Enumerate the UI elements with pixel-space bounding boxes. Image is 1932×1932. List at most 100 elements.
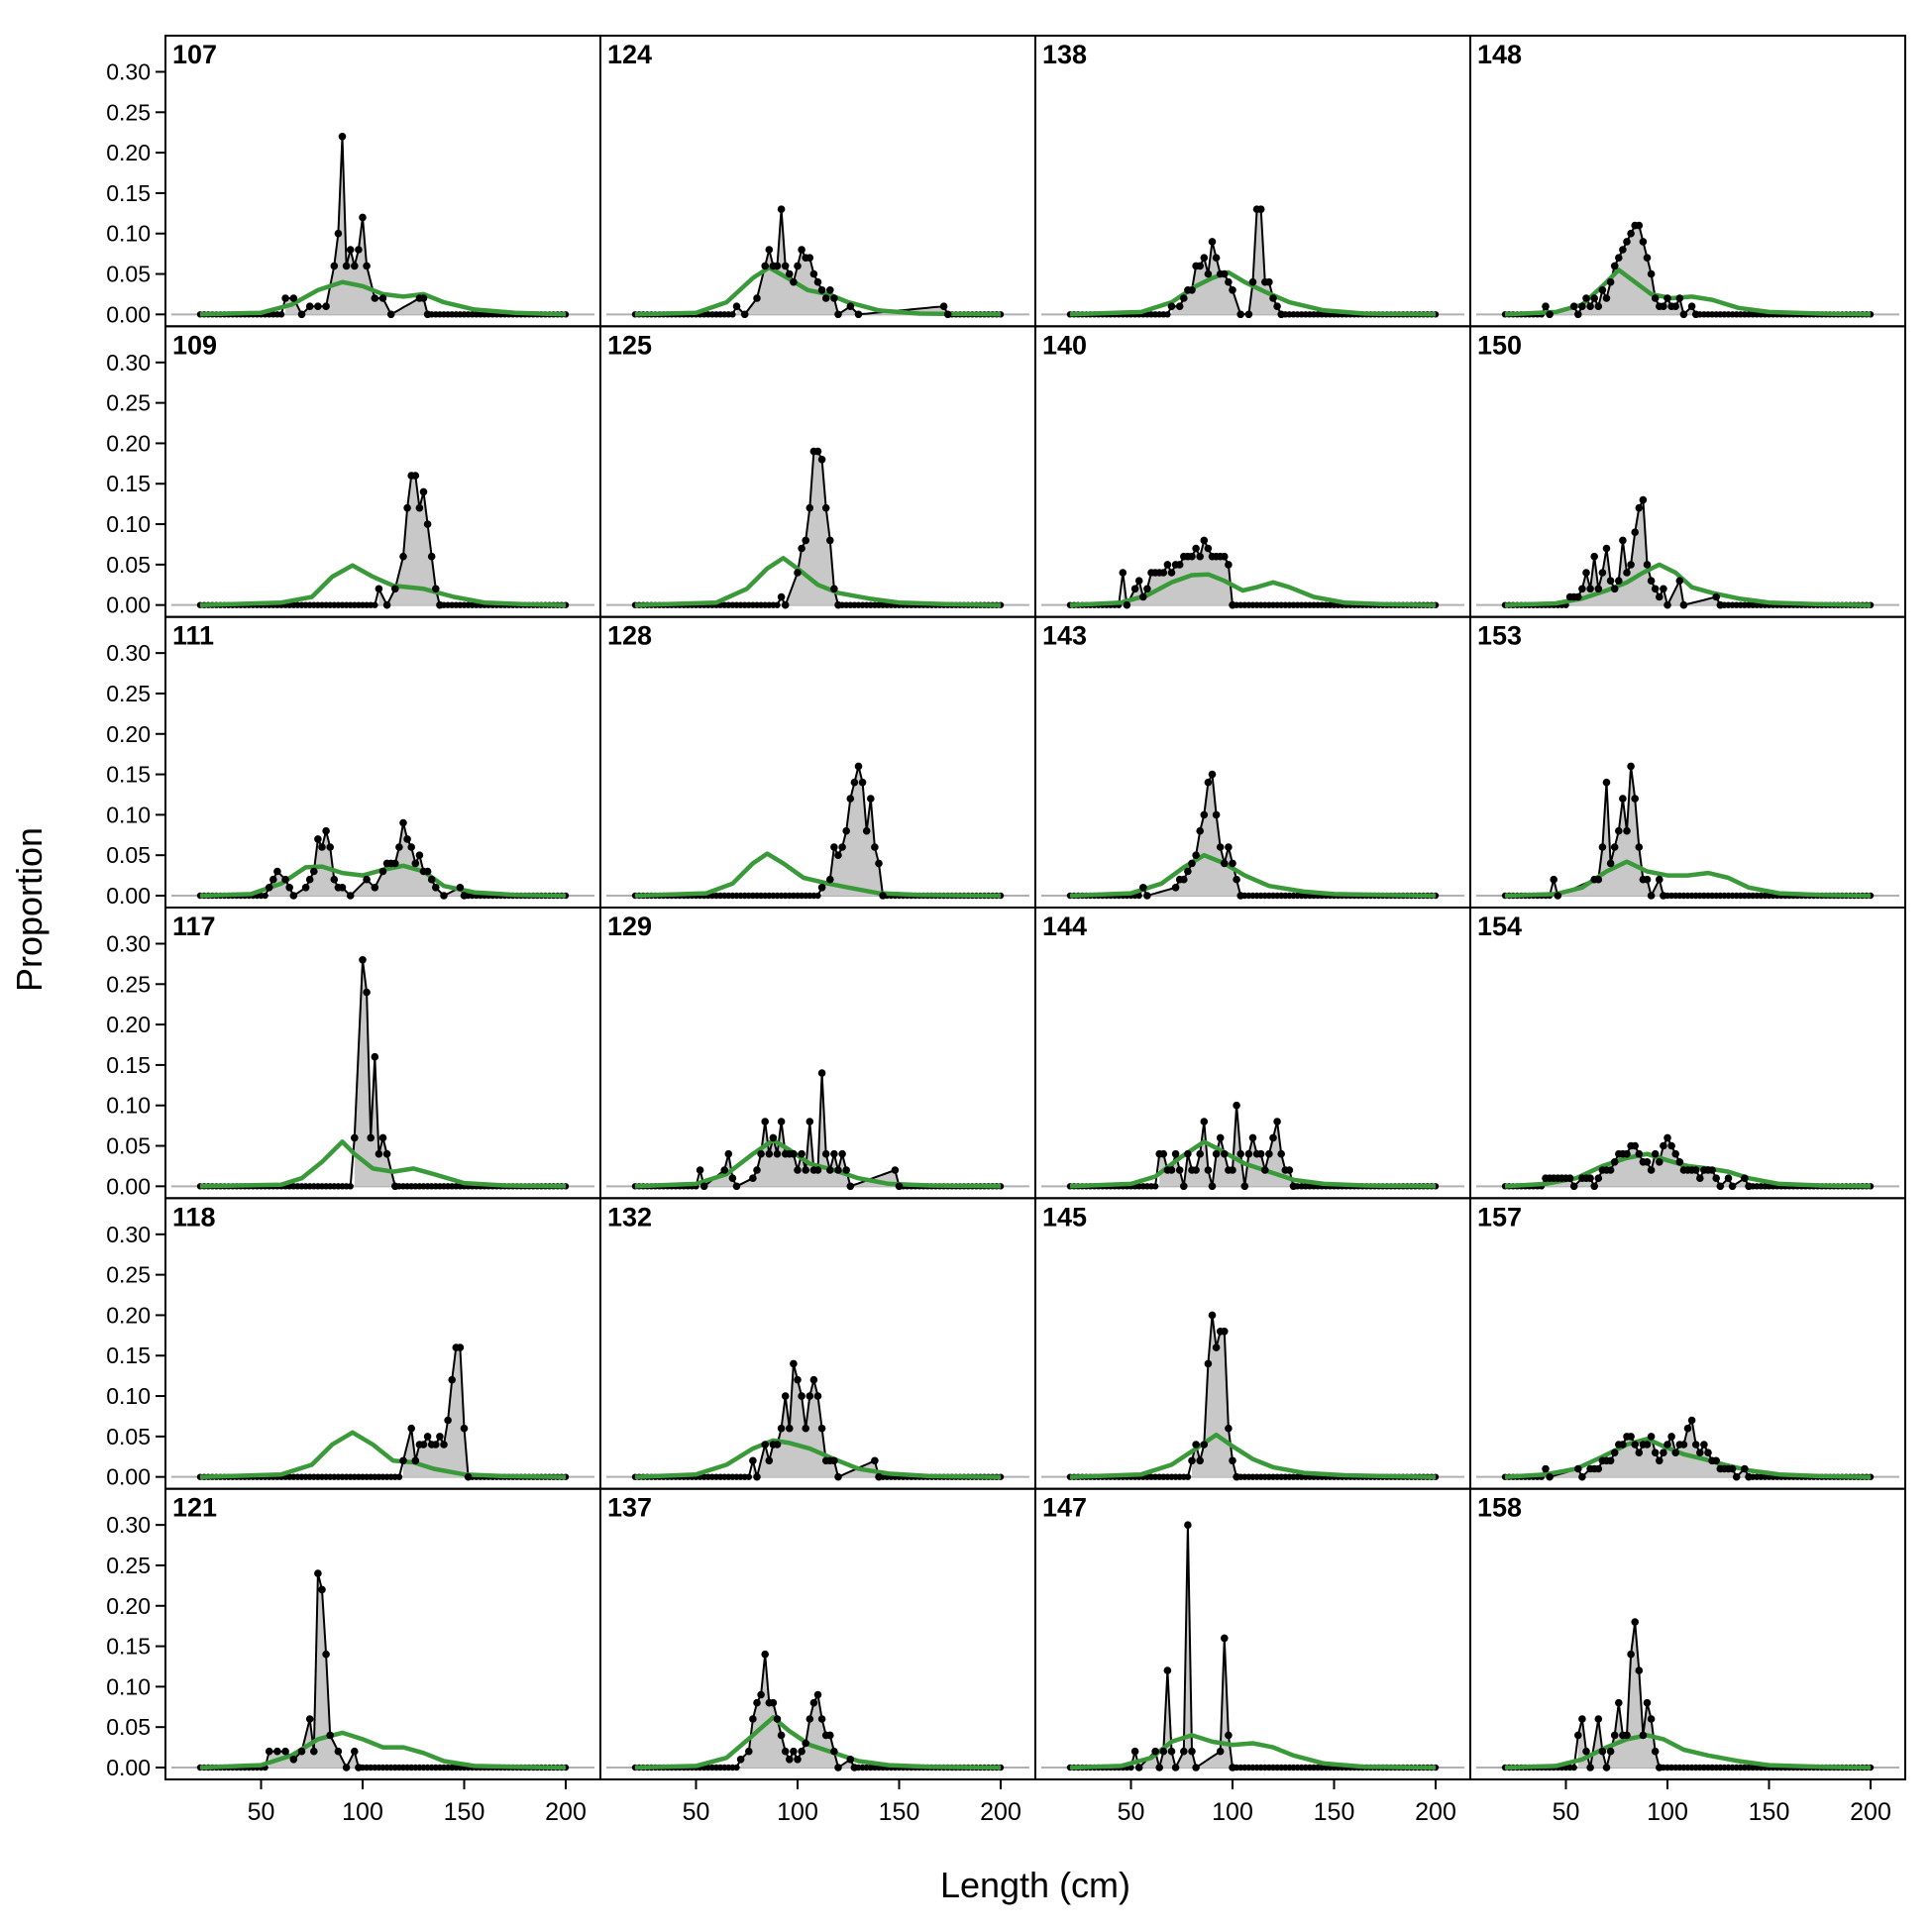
observed-zero-point bbox=[814, 892, 821, 900]
observed-point bbox=[1188, 286, 1196, 294]
observed-point bbox=[1574, 1731, 1582, 1740]
observed-point bbox=[794, 1375, 802, 1384]
y-tick-label: 0.05 bbox=[106, 1133, 151, 1159]
x-tick-label: 50 bbox=[1118, 1798, 1145, 1826]
observed-point bbox=[1546, 1472, 1554, 1481]
observed-point bbox=[460, 1424, 469, 1433]
observed-point bbox=[1675, 294, 1684, 302]
x-tick-label: 50 bbox=[1553, 1798, 1580, 1826]
observed-point bbox=[805, 254, 814, 263]
observed-point bbox=[786, 269, 794, 278]
observed-point bbox=[1574, 592, 1582, 601]
observed-point bbox=[753, 1472, 761, 1481]
panel-label: 158 bbox=[1477, 1493, 1522, 1523]
observed-point bbox=[1159, 1747, 1168, 1756]
observed-point bbox=[351, 1133, 359, 1142]
observed-point bbox=[464, 1472, 473, 1481]
observed-point bbox=[1635, 221, 1644, 230]
observed-point bbox=[436, 1433, 444, 1441]
observed-point bbox=[1671, 1149, 1679, 1158]
observed-point bbox=[838, 843, 846, 851]
observed-point bbox=[1233, 1472, 1240, 1481]
observed-point bbox=[1606, 859, 1615, 868]
observed-point bbox=[826, 286, 834, 294]
observed-point bbox=[371, 884, 379, 892]
observed-point bbox=[1216, 1747, 1225, 1756]
observed-point bbox=[1610, 585, 1619, 593]
observed-point bbox=[1192, 544, 1200, 553]
observed-point bbox=[809, 269, 818, 278]
observed-point bbox=[456, 1343, 465, 1351]
expected-line bbox=[199, 1730, 567, 1771]
observed-point bbox=[1724, 1174, 1733, 1182]
observed-area bbox=[1546, 1420, 1749, 1477]
observed-point bbox=[1569, 1182, 1578, 1191]
observed-point bbox=[1200, 1118, 1209, 1126]
observed-point bbox=[805, 1118, 814, 1126]
observed-point bbox=[305, 875, 314, 884]
observed-point bbox=[1606, 1456, 1615, 1465]
observed-point bbox=[334, 1747, 343, 1756]
observed-point bbox=[1586, 585, 1594, 593]
x-axis-title: Length (cm) bbox=[940, 1865, 1130, 1905]
observed-point bbox=[386, 310, 395, 319]
observed-point bbox=[1631, 1618, 1639, 1626]
panel-147: 147 bbox=[1034, 1487, 1471, 1780]
observed-point bbox=[1651, 1149, 1660, 1158]
observed-point bbox=[1277, 1149, 1285, 1158]
observed-point bbox=[1623, 1149, 1631, 1158]
observed-point bbox=[419, 294, 428, 302]
panel-143: 143 bbox=[1034, 615, 1471, 910]
observed-point bbox=[749, 1715, 757, 1723]
observed-point bbox=[1675, 577, 1684, 585]
observed-point bbox=[1233, 875, 1240, 884]
panel-label: 111 bbox=[172, 621, 214, 651]
observed-point bbox=[338, 884, 347, 892]
observed-point bbox=[1631, 528, 1639, 536]
observed-point bbox=[1204, 544, 1213, 553]
observed-point bbox=[456, 884, 465, 892]
observed-point bbox=[1683, 1424, 1692, 1433]
observed-point bbox=[330, 262, 339, 270]
observed-point bbox=[821, 1149, 830, 1158]
observed-point bbox=[301, 884, 310, 892]
observed-point bbox=[858, 778, 867, 787]
observed-point bbox=[1188, 1747, 1196, 1756]
observed-point bbox=[1167, 1747, 1176, 1756]
observed-point bbox=[382, 1149, 391, 1158]
observed-point bbox=[1660, 892, 1667, 900]
observed-point bbox=[1265, 1149, 1273, 1158]
panel-label: 148 bbox=[1477, 40, 1522, 69]
observed-point bbox=[415, 851, 424, 859]
observed-point bbox=[1704, 1449, 1712, 1456]
y-tick-label: 0.00 bbox=[106, 1755, 151, 1780]
observed-point bbox=[1647, 1715, 1656, 1723]
observed-point bbox=[1143, 892, 1151, 900]
observed-point bbox=[1598, 843, 1607, 851]
observed-point bbox=[846, 302, 855, 311]
observed-zero-point bbox=[745, 1473, 752, 1480]
observed-point bbox=[415, 503, 424, 512]
observed-point bbox=[363, 262, 371, 270]
observed-point bbox=[1660, 302, 1667, 311]
observed-point bbox=[834, 1166, 842, 1174]
observed-point bbox=[757, 1149, 765, 1158]
observed-point bbox=[1180, 294, 1188, 302]
observed-point bbox=[1216, 1133, 1225, 1142]
y-tick-label: 0.25 bbox=[106, 971, 151, 997]
observed-point bbox=[813, 447, 822, 456]
observed-point bbox=[1119, 569, 1127, 577]
observed-point bbox=[821, 294, 830, 302]
observed-point bbox=[826, 536, 834, 545]
observed-point bbox=[1233, 1101, 1240, 1110]
observed-point bbox=[1619, 1441, 1627, 1449]
observed-point bbox=[1578, 1715, 1586, 1723]
observed-point bbox=[1155, 1764, 1163, 1771]
observed-point bbox=[1691, 1441, 1700, 1449]
observed-point bbox=[798, 1747, 805, 1756]
observed-point bbox=[363, 875, 371, 884]
y-tick-label: 0.05 bbox=[106, 1424, 151, 1449]
observed-point bbox=[1656, 592, 1664, 601]
observed-point bbox=[322, 1650, 330, 1659]
observed-point bbox=[359, 956, 367, 964]
